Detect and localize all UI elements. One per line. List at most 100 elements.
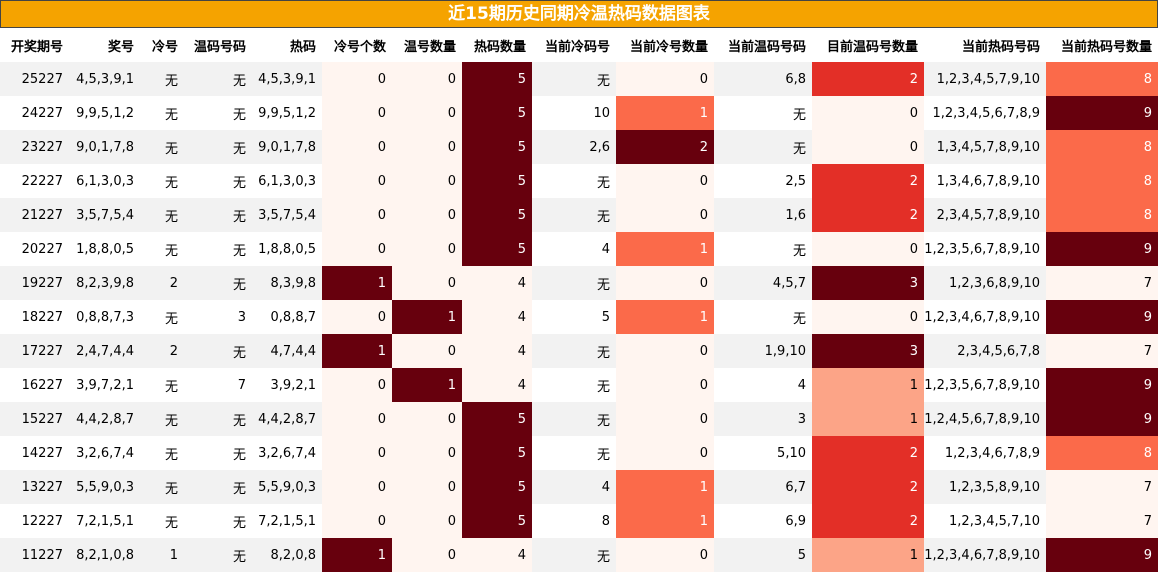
heatmap-cell: 0 <box>616 538 714 572</box>
table-cell: 无 <box>184 198 252 232</box>
table-cell: 19227 <box>0 266 72 300</box>
heatmap-cell: 0 <box>392 504 462 538</box>
heatmap-cell: 0 <box>322 470 392 504</box>
table-row: 15227 4,4,2,8,7 无无 4,4,2,8,7 0 0 5 无 0 3 1 1,2,4,5,… <box>0 402 1158 436</box>
heatmap-cell: 8 <box>1046 436 1158 470</box>
table-cell: 无 <box>184 504 252 538</box>
table-cell: 8,2,0,8 <box>252 538 322 572</box>
chart-title: 近15期历史同期冷温热码数据图表 <box>0 0 1158 28</box>
heatmap-cell: 0 <box>322 96 392 130</box>
table-cell: 无 <box>140 232 184 266</box>
data-table: 开奖期号 奖号 冷号 温码号码 热码 冷号个数 温号数量 热码数量 当前冷码号 当前冷号数量 当前温… <box>0 28 1158 572</box>
table-cell: 1,2,3,4,6,7,8,9 <box>924 436 1046 470</box>
heatmap-cell: 1 <box>616 470 714 504</box>
table-cell: 0,8,8,7,3 <box>72 300 140 334</box>
heatmap-cell: 5 <box>462 436 532 470</box>
table-cell: 无 <box>140 130 184 164</box>
table-cell: 无 <box>184 266 252 300</box>
column-header: 当前温码号码 <box>727 39 806 55</box>
table-cell: 7,2,1,5,1 <box>252 504 322 538</box>
heatmap-cell: 5 <box>462 198 532 232</box>
heatmap-cell: 0 <box>322 130 392 164</box>
table-cell: 1,2,3,4,5,7,10 <box>924 504 1046 538</box>
column-header: 当前冷码号 <box>544 39 610 55</box>
heatmap-cell: 0 <box>322 198 392 232</box>
heatmap-cell: 1 <box>616 504 714 538</box>
table-cell: 无 <box>140 62 184 96</box>
heatmap-cell: 7 <box>1046 334 1158 368</box>
heatmap-cell: 1 <box>616 96 714 130</box>
heatmap-cell: 4 <box>462 368 532 402</box>
table-cell: 17227 <box>0 334 72 368</box>
heatmap-cell: 4 <box>462 266 532 300</box>
heatmap-cell: 0 <box>812 232 924 266</box>
table-cell: 1,6 <box>714 198 812 232</box>
column-header: 冷号个数 <box>333 39 386 55</box>
table-cell: 14227 <box>0 436 72 470</box>
heatmap-cell: 5 <box>462 232 532 266</box>
heatmap-cell: 5 <box>462 470 532 504</box>
table-cell: 4 <box>532 470 616 504</box>
heatmap-cell: 0 <box>322 504 392 538</box>
table-header-row: 开奖期号 奖号 冷号 温码号码 热码 冷号个数 温号数量 热码数量 当前冷码号 当前冷号数量 当前温… <box>0 28 1158 62</box>
table-cell: 无 <box>140 96 184 130</box>
heatmap-cell: 8 <box>1046 164 1158 198</box>
table-cell: 8 <box>532 504 616 538</box>
table-cell: 20227 <box>0 232 72 266</box>
table-cell: 11227 <box>0 538 72 572</box>
heatmap-cell: 8 <box>1046 198 1158 232</box>
heatmap-cell: 0 <box>392 538 462 572</box>
table-cell: 4,4,2,8,7 <box>72 402 140 436</box>
table-cell: 无 <box>184 436 252 470</box>
heatmap-cell: 0 <box>322 436 392 470</box>
heatmap-cell: 5 <box>462 504 532 538</box>
heatmap-cell: 1 <box>812 368 924 402</box>
heatmap-cell: 0 <box>616 164 714 198</box>
table-cell: 1,9,10 <box>714 334 812 368</box>
table-cell: 25227 <box>0 62 72 96</box>
table-cell: 16227 <box>0 368 72 402</box>
table-cell: 5,10 <box>714 436 812 470</box>
table-cell: 4 <box>714 368 812 402</box>
table-cell: 2,6 <box>532 130 616 164</box>
table-cell: 7,2,1,5,1 <box>72 504 140 538</box>
heatmap-cell: 1 <box>322 334 392 368</box>
table-cell: 2 <box>140 266 184 300</box>
heatmap-cell: 9 <box>1046 368 1158 402</box>
heatmap-cell: 5 <box>462 402 532 436</box>
heatmap-cell: 9 <box>1046 300 1158 334</box>
table-cell: 无 <box>184 538 252 572</box>
table-cell: 4 <box>532 232 616 266</box>
table-cell: 1,2,3,4,6,7,8,9,10 <box>924 538 1046 572</box>
heatmap-cell: 0 <box>392 402 462 436</box>
table-cell: 无 <box>532 402 616 436</box>
column-header: 当前冷号数量 <box>629 39 708 55</box>
table-cell: 1,8,8,0,5 <box>72 232 140 266</box>
heatmap-cell: 1 <box>812 402 924 436</box>
table-cell: 8,2,3,9,8 <box>72 266 140 300</box>
table-cell: 无 <box>140 504 184 538</box>
column-header: 目前温码号数量 <box>826 39 918 55</box>
heatmap-cell: 0 <box>392 62 462 96</box>
table-cell: 1,3,4,5,7,8,9,10 <box>924 130 1046 164</box>
heatmap-cell: 0 <box>322 300 392 334</box>
heatmap-cell: 2 <box>812 436 924 470</box>
table-cell: 5 <box>714 538 812 572</box>
heatmap-cell: 0 <box>392 198 462 232</box>
heatmap-cell: 1 <box>812 538 924 572</box>
heatmap-cell: 9 <box>1046 232 1158 266</box>
heatmap-cell: 0 <box>322 164 392 198</box>
column-header: 开奖期号 <box>10 39 63 55</box>
table-cell: 4,5,3,9,1 <box>72 62 140 96</box>
table-row: 19227 8,2,3,9,8 2 无 8,3,9,8 1 0 4 无 0 4,5,7 3 1,2,3,… <box>0 266 1158 300</box>
table-cell: 1,2,3,6,8,9,10 <box>924 266 1046 300</box>
table-cell: 无 <box>714 232 812 266</box>
table-cell: 22227 <box>0 164 72 198</box>
table-cell: 8,3,9,8 <box>252 266 322 300</box>
table-cell: 13227 <box>0 470 72 504</box>
heatmap-cell: 4 <box>462 538 532 572</box>
table-cell: 1,8,8,0,5 <box>252 232 322 266</box>
table-cell: 24227 <box>0 96 72 130</box>
column-header: 奖号 <box>107 39 134 55</box>
table-cell: 无 <box>140 436 184 470</box>
